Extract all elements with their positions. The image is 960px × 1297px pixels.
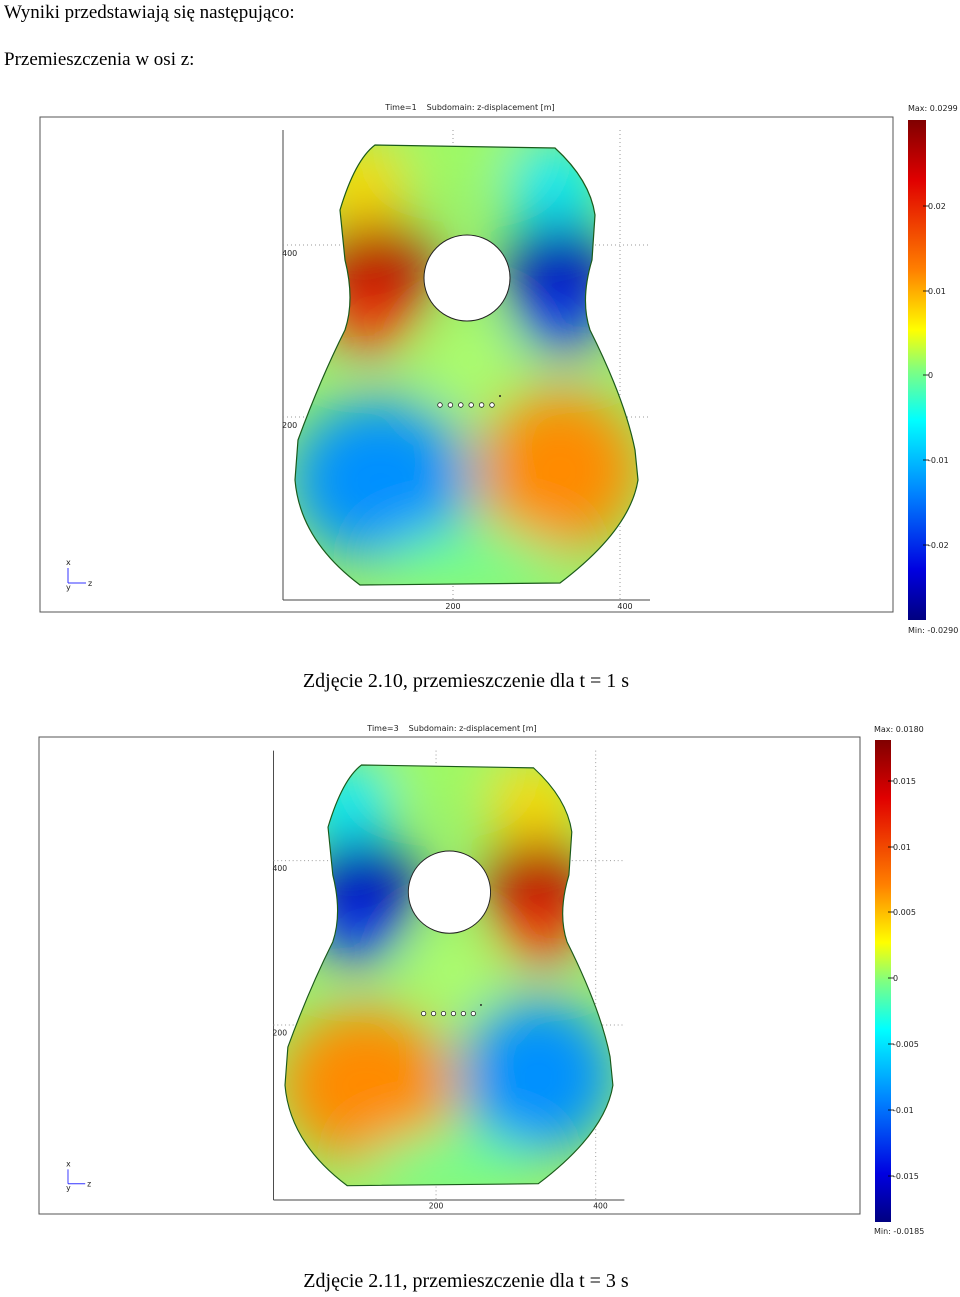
- plot-subdomain: Subdomain: z-displacement [m]: [409, 724, 537, 733]
- field-blob: [480, 390, 638, 550]
- colorbar-tick-label: 0.01: [928, 287, 946, 296]
- y-tick-label: 400: [273, 864, 288, 873]
- intro-line: Wyniki przedstawiają się następująco:: [4, 2, 295, 23]
- displacement-field: [284, 765, 613, 1186]
- sound-hole: [407, 850, 492, 934]
- colorbar: [875, 740, 891, 1222]
- triad-label: y: [66, 1183, 71, 1192]
- plot-time: Time=1: [384, 103, 416, 112]
- probe-marker: [480, 1004, 482, 1006]
- probe-point: [470, 1010, 476, 1017]
- probe-point: [468, 402, 474, 408]
- field-blob: [385, 765, 501, 789]
- colorbar-tick-label: 0.015: [893, 777, 916, 786]
- y-tick-label: 200: [282, 421, 297, 430]
- figure: Time=1 Subdomain: z-displacement [m] Max: …: [39, 103, 958, 692]
- field-blob: [284, 1008, 453, 1162]
- colorbar-tick-label: 0.01: [893, 843, 911, 852]
- plot-area: 400 200 200 400 x y z: [66, 750, 625, 1211]
- probe-point: [478, 402, 485, 408]
- field-blob: [414, 932, 491, 1009]
- triad-label: z: [87, 1180, 91, 1189]
- field-blob: [461, 999, 613, 1153]
- plot-subdomain: Subdomain: z-displacement [m]: [427, 103, 555, 112]
- x-tick-label: 200: [445, 602, 460, 611]
- field-blob: [366, 1133, 539, 1186]
- field-blob: [400, 145, 520, 170]
- plot-time: Time=3: [366, 724, 398, 733]
- figure-caption: Zdjęcie 2.10, przemieszczenie dla t = 1 …: [303, 670, 629, 692]
- probe-point: [489, 402, 495, 408]
- x-tick-label: 400: [593, 1202, 608, 1211]
- triad-label: y: [66, 583, 71, 592]
- colorbar-tick-label: 0.005: [893, 908, 916, 917]
- colorbar-tick-label: -0.01: [893, 1106, 914, 1115]
- x-tick-label: 400: [617, 602, 632, 611]
- y-tick-label: 400: [282, 249, 297, 258]
- probe-point: [421, 1010, 427, 1017]
- colorbar-tick-label: 0: [893, 974, 898, 983]
- probe-point: [430, 1010, 437, 1017]
- guitar-outline: [284, 764, 614, 1187]
- probe-point: [447, 402, 454, 408]
- x-tick-label: 200: [429, 1202, 444, 1211]
- colorbar-tick-label: -0.01: [928, 456, 949, 465]
- colorbar: [908, 120, 926, 620]
- plot-title: Time=1 Subdomain: z-displacement [m]: [384, 103, 554, 112]
- probe-point: [450, 1010, 457, 1017]
- figure-caption: Zdjęcie 2.11, przemieszczenie dla t = 3 …: [303, 1270, 629, 1292]
- plot-title: Time=3 Subdomain: z-displacement [m]: [366, 724, 536, 733]
- colorbar-max: Max: 0.0299: [908, 104, 958, 113]
- guitar-outline: [294, 144, 639, 586]
- probe-point: [440, 1010, 447, 1017]
- colorbar-min: Min: -0.0290: [908, 626, 958, 635]
- probe-point: [460, 1010, 466, 1017]
- colorbar-max: Max: 0.0180: [874, 725, 924, 734]
- triad-label: x: [66, 1160, 71, 1169]
- figure: Time=3 Subdomain: z-displacement [m] Max: …: [38, 724, 924, 1292]
- colorbar-min: Min: -0.0185: [874, 1227, 924, 1236]
- triad-label: x: [66, 558, 71, 567]
- intro-line: Przemieszczenia w osi z:: [4, 49, 194, 70]
- field-blob: [380, 530, 560, 585]
- triad-label: z: [88, 579, 92, 588]
- colorbar-tick-label: -0.02: [928, 541, 949, 550]
- y-tick-label: 200: [273, 1029, 288, 1038]
- colorbar-tick-label: 0: [928, 371, 933, 380]
- probe-point: [458, 402, 464, 408]
- colorbar-tick-label: -0.015: [893, 1172, 919, 1181]
- probe-marker: [499, 395, 501, 397]
- field-blob: [295, 400, 470, 560]
- colorbar-tick-label: -0.005: [893, 1040, 919, 1049]
- sound-hole: [423, 234, 511, 322]
- field-blob: [520, 290, 600, 350]
- field-blob: [500, 903, 577, 961]
- colorbar-tick-label: 0.02: [928, 202, 946, 211]
- probe-point: [437, 402, 443, 408]
- field-blob: [430, 320, 510, 400]
